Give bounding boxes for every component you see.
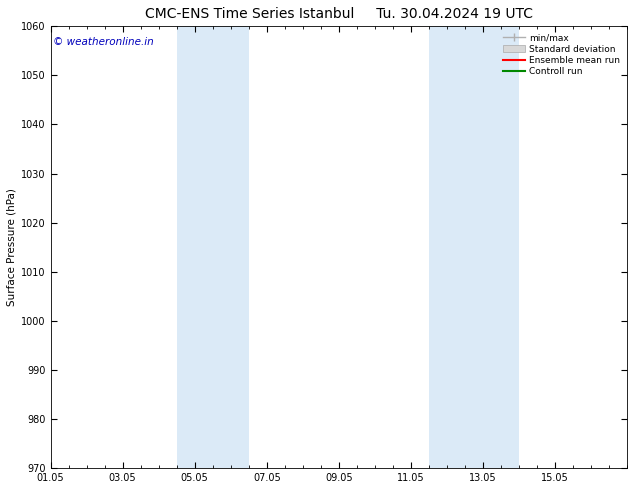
- Legend: min/max, Standard deviation, Ensemble mean run, Controll run: min/max, Standard deviation, Ensemble me…: [500, 31, 623, 79]
- Bar: [177, 26, 249, 468]
- Bar: [429, 26, 519, 468]
- Y-axis label: Surface Pressure (hPa): Surface Pressure (hPa): [7, 188, 17, 306]
- Title: CMC-ENS Time Series Istanbul     Tu. 30.04.2024 19 UTC: CMC-ENS Time Series Istanbul Tu. 30.04.2…: [145, 7, 533, 21]
- Text: © weatheronline.in: © weatheronline.in: [53, 37, 154, 48]
